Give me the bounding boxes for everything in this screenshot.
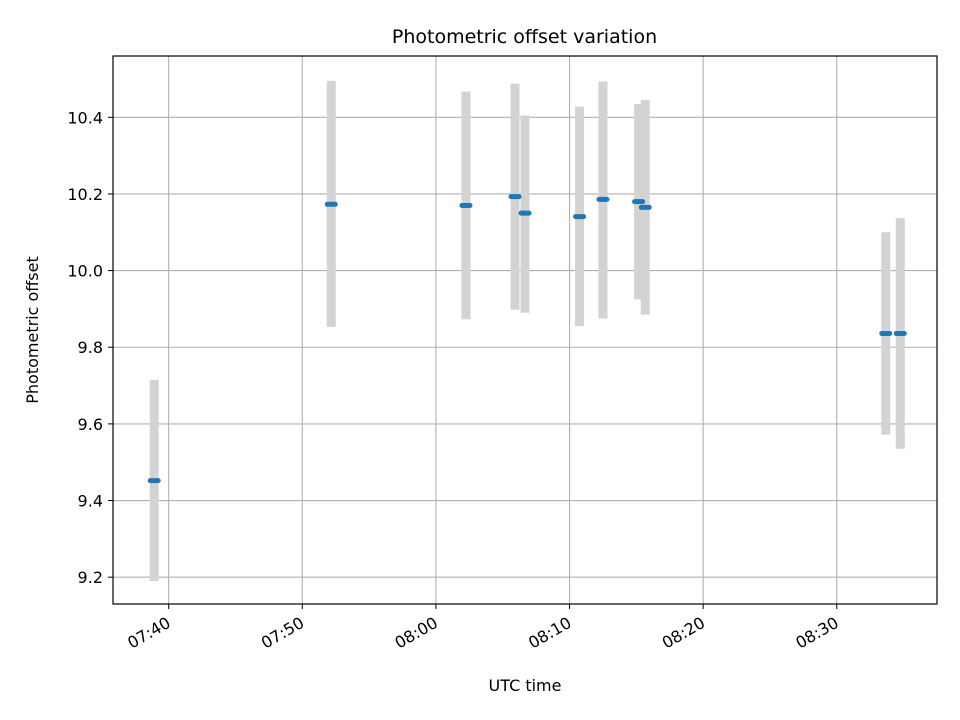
y-axis-label: Photometric offset: [23, 256, 42, 404]
x-tick-label: 08:30: [792, 613, 841, 653]
x-tick-label: 07:40: [124, 613, 173, 653]
plot-frame: [112, 55, 938, 605]
chart-title: Photometric offset variation: [392, 26, 657, 48]
y-tick-label: 9.8: [78, 338, 103, 357]
y-tick-label: 10.4: [67, 108, 103, 127]
y-tick-label: 9.4: [78, 492, 103, 511]
x-axis-label: UTC time: [489, 676, 562, 695]
y-axis-ticks: 9.2 9.4 9.6 9.8 10.0 10.2 10.4: [67, 108, 113, 587]
x-tick-label: 08:10: [525, 613, 574, 653]
y-tick-label: 10.0: [67, 262, 103, 281]
y-tick-label: 10.2: [67, 185, 103, 204]
x-axis-ticks: 07:40 07:50 08:00 08:10 08:20 08:30: [124, 604, 842, 653]
x-tick-label: 08:20: [659, 613, 708, 653]
y-tick-label: 9.6: [78, 415, 103, 434]
x-tick-label: 08:00: [391, 613, 440, 653]
data-points: [147, 194, 907, 484]
x-tick-label: 07:50: [258, 613, 307, 653]
y-tick-label: 9.2: [78, 568, 103, 587]
error-bars: [149, 80, 905, 582]
